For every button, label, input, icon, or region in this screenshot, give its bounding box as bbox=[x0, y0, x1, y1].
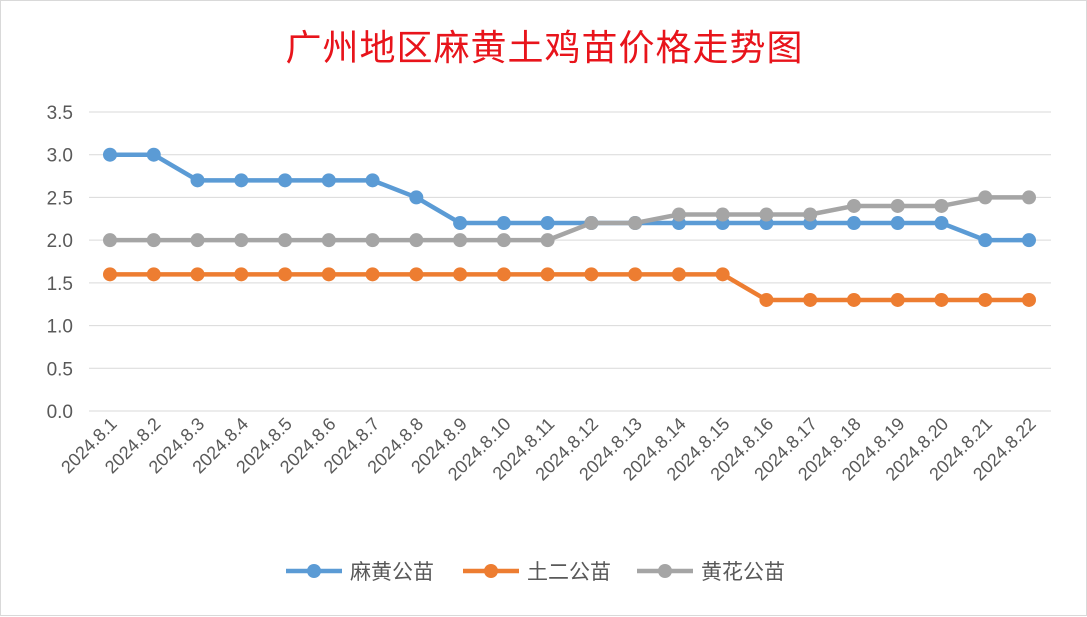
data-point bbox=[540, 216, 555, 231]
data-point bbox=[890, 292, 905, 307]
legend-item-0: 麻黄公苗 bbox=[286, 560, 434, 584]
data-point bbox=[321, 267, 336, 282]
data-point bbox=[234, 267, 249, 282]
legend-label: 黄花公苗 bbox=[701, 560, 785, 584]
data-point bbox=[540, 233, 555, 248]
data-point bbox=[890, 198, 905, 213]
data-point bbox=[278, 267, 293, 282]
data-point bbox=[1022, 233, 1036, 248]
data-point bbox=[671, 207, 686, 222]
data-point bbox=[978, 190, 993, 205]
data-point bbox=[584, 267, 599, 282]
data-point bbox=[890, 216, 905, 231]
data-point bbox=[321, 173, 336, 188]
data-point bbox=[190, 267, 205, 282]
data-point bbox=[146, 233, 161, 248]
data-point bbox=[365, 267, 380, 282]
data-point bbox=[146, 267, 161, 282]
series-line bbox=[110, 195, 1029, 243]
data-point bbox=[846, 198, 861, 213]
data-point bbox=[803, 292, 818, 307]
data-point bbox=[190, 173, 205, 188]
data-point bbox=[365, 173, 380, 188]
data-point bbox=[496, 233, 511, 248]
y-tick-label: 3.5 bbox=[47, 103, 73, 124]
data-point bbox=[234, 233, 249, 248]
series-lines bbox=[103, 147, 1036, 307]
data-point bbox=[278, 233, 293, 248]
y-tick-label: 0.0 bbox=[47, 402, 73, 423]
y-tick-label: 2.0 bbox=[47, 231, 73, 252]
y-tick-label: 1.5 bbox=[47, 274, 73, 295]
data-point bbox=[584, 216, 599, 231]
data-point bbox=[671, 267, 686, 282]
series-0 bbox=[103, 147, 1036, 248]
y-tick-label: 0.5 bbox=[47, 359, 73, 380]
data-point bbox=[103, 267, 117, 282]
data-point bbox=[978, 292, 993, 307]
series-1 bbox=[103, 267, 1036, 307]
data-point bbox=[321, 233, 336, 248]
data-point bbox=[628, 267, 643, 282]
data-point bbox=[103, 233, 117, 248]
x-axis-ticks: 2024.8.12024.8.22024.8.32024.8.42024.8.5… bbox=[57, 414, 1040, 485]
series-line bbox=[110, 272, 1029, 303]
data-point bbox=[759, 207, 774, 222]
data-point bbox=[278, 173, 293, 188]
legend-item-1: 土二公苗 bbox=[463, 560, 611, 584]
gridlines bbox=[89, 111, 1051, 412]
data-point bbox=[540, 267, 555, 282]
data-point bbox=[715, 207, 730, 222]
data-point bbox=[934, 292, 949, 307]
data-point bbox=[715, 267, 730, 282]
legend: 麻黄公苗 土二公苗 黄花公苗 bbox=[286, 560, 785, 584]
legend-marker bbox=[307, 564, 321, 578]
data-point bbox=[934, 216, 949, 231]
data-point bbox=[496, 267, 511, 282]
data-point bbox=[628, 216, 643, 231]
data-point bbox=[803, 207, 818, 222]
data-point bbox=[978, 233, 993, 248]
series-2 bbox=[103, 190, 1036, 248]
legend-marker bbox=[658, 564, 672, 578]
data-point bbox=[103, 147, 117, 162]
data-point bbox=[846, 216, 861, 231]
legend-label: 土二公苗 bbox=[527, 560, 611, 584]
chart-title: 广州地区麻黄土鸡苗价格走势图 bbox=[285, 28, 804, 69]
legend-marker bbox=[484, 564, 498, 578]
legend-item-2: 黄花公苗 bbox=[637, 560, 785, 584]
data-point bbox=[234, 173, 249, 188]
data-point bbox=[409, 190, 424, 205]
data-point bbox=[1022, 292, 1036, 307]
data-point bbox=[759, 292, 774, 307]
data-point bbox=[409, 267, 424, 282]
data-point bbox=[365, 233, 380, 248]
data-point bbox=[496, 216, 511, 231]
data-point bbox=[190, 233, 205, 248]
y-axis-ticks: 0.0 0.5 1.0 1.5 2.0 2.5 3.0 3.5 bbox=[47, 103, 73, 423]
data-point bbox=[453, 216, 468, 231]
data-point bbox=[846, 292, 861, 307]
data-point bbox=[453, 233, 468, 248]
y-tick-label: 3.0 bbox=[47, 146, 73, 167]
series-line bbox=[110, 152, 1029, 243]
y-tick-label: 2.5 bbox=[47, 188, 73, 209]
data-point bbox=[453, 267, 468, 282]
y-tick-label: 1.0 bbox=[47, 317, 73, 338]
data-point bbox=[934, 198, 949, 213]
data-point bbox=[409, 233, 424, 248]
data-point bbox=[146, 147, 161, 162]
data-point bbox=[1022, 190, 1036, 205]
legend-label: 麻黄公苗 bbox=[350, 560, 434, 584]
